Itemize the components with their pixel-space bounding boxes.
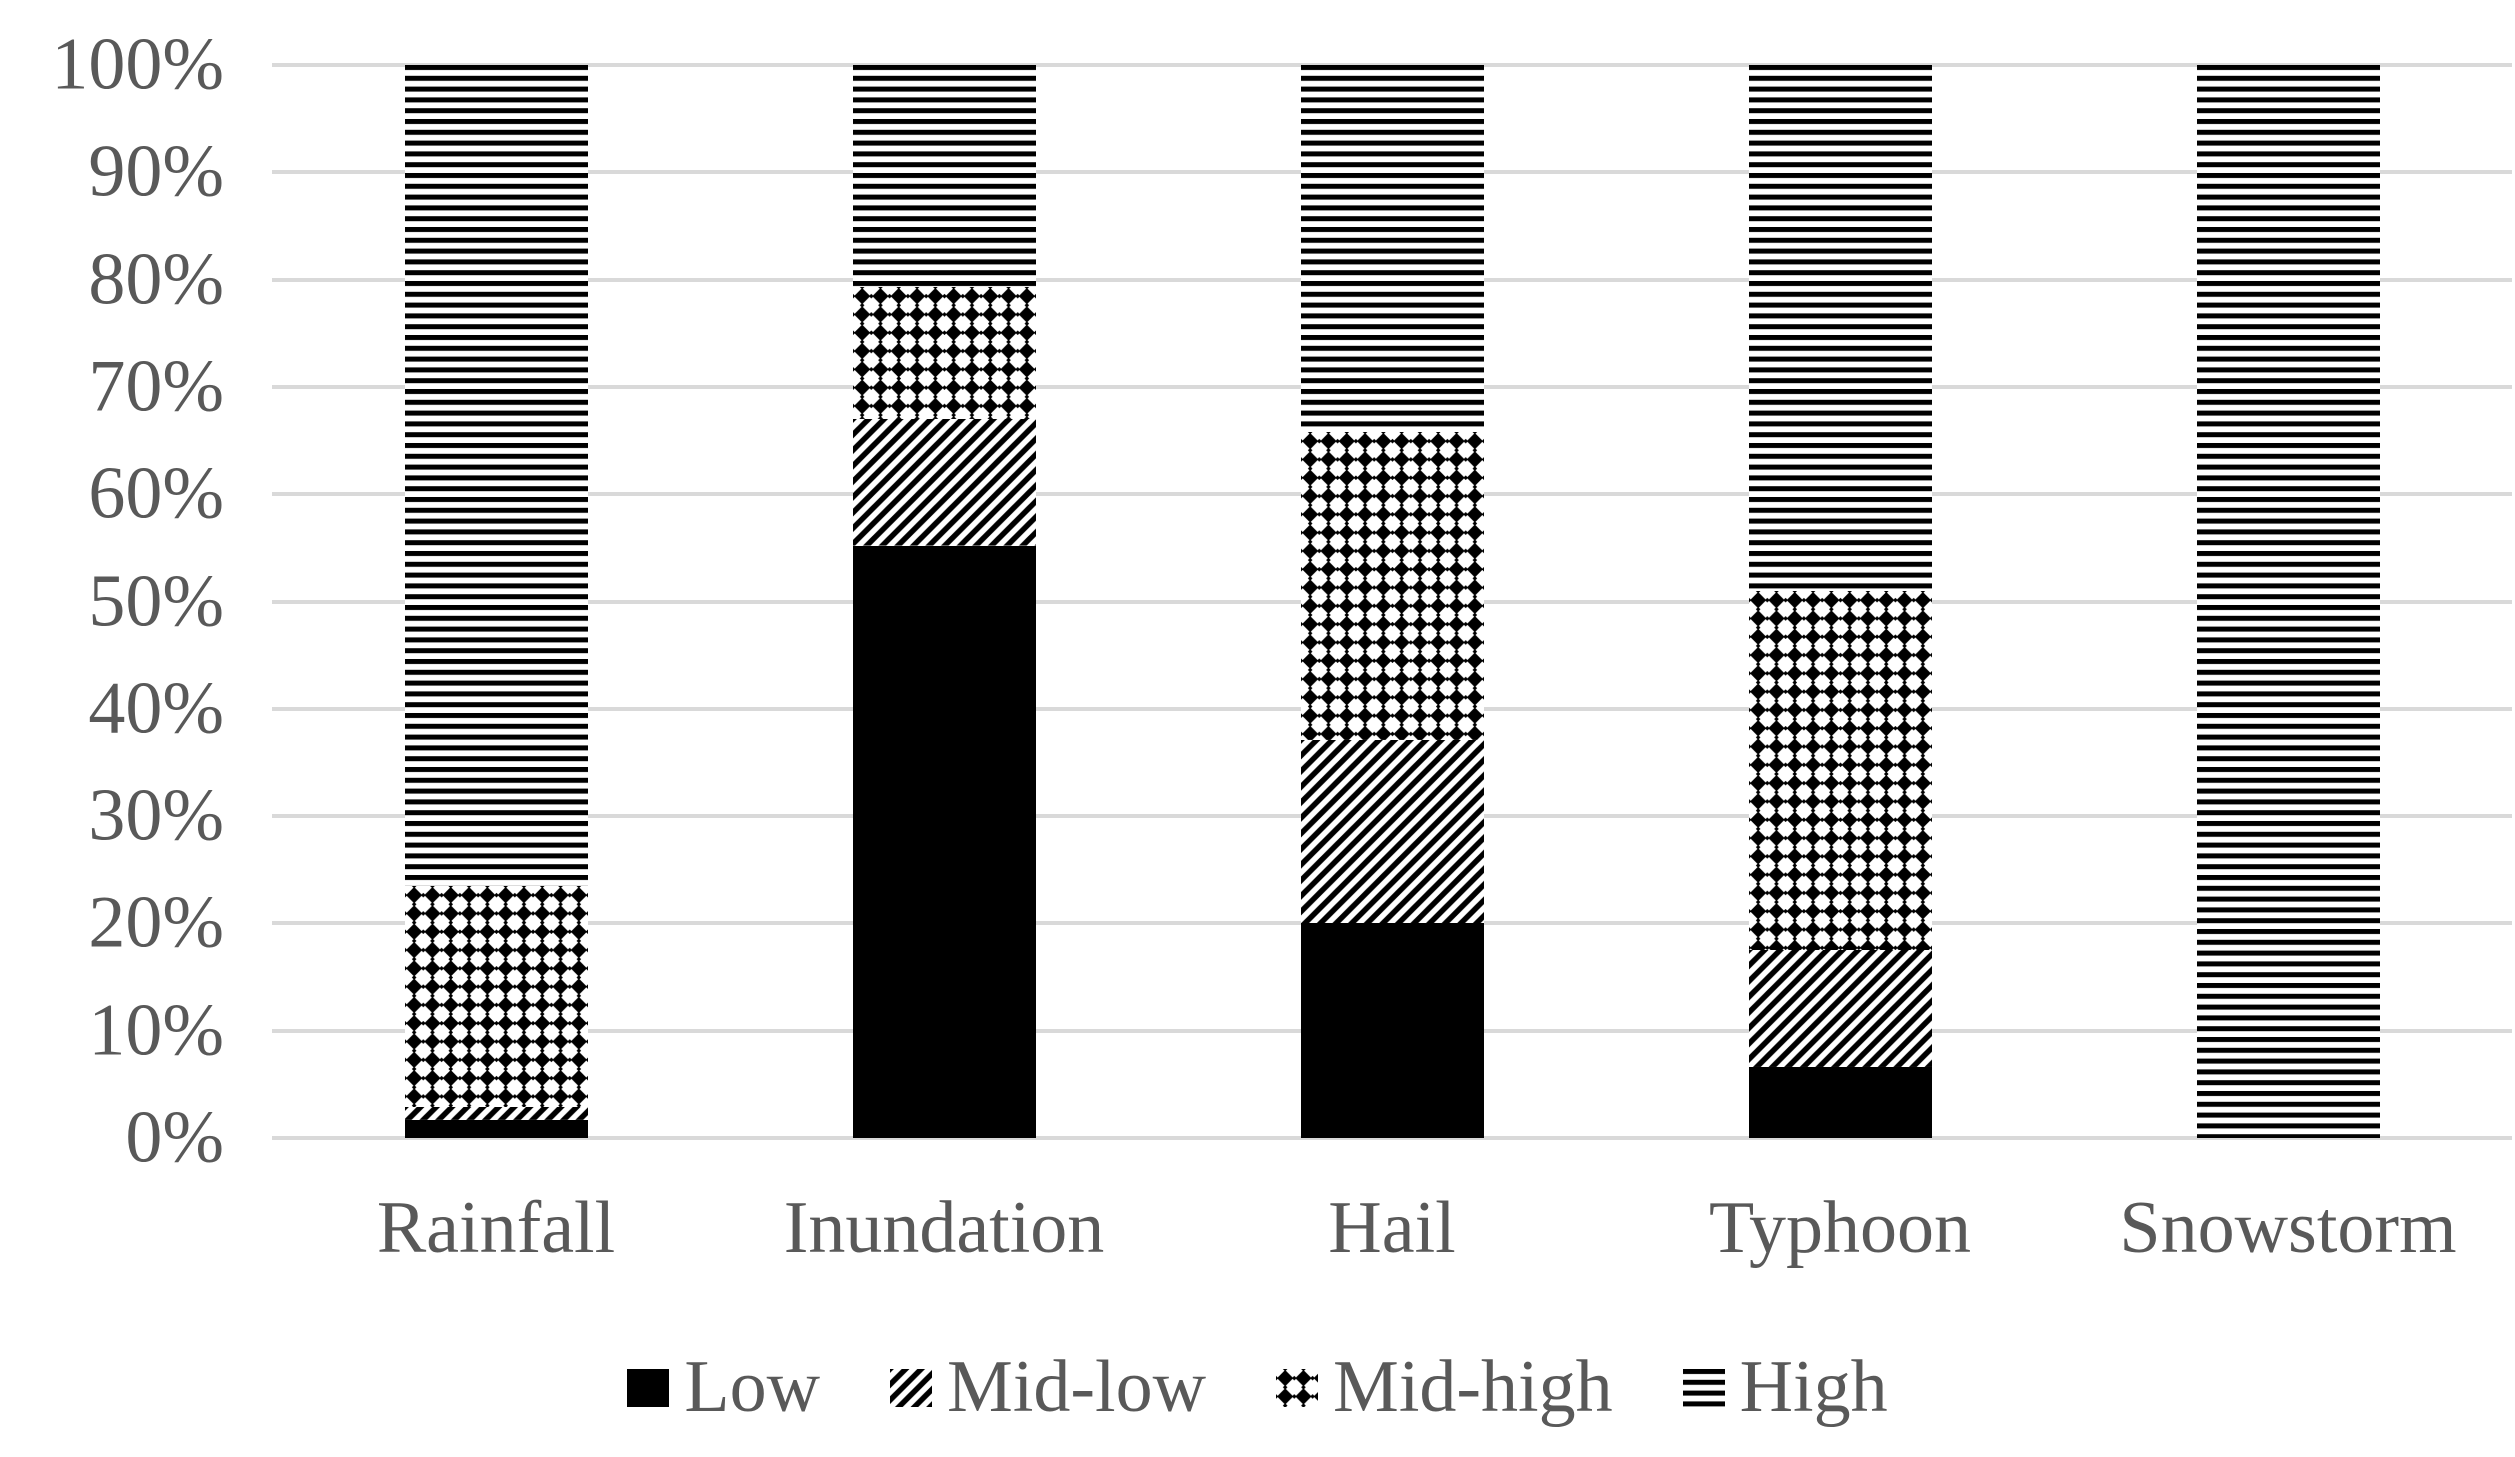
bar-segment-hail-mid-low [1300,739,1484,924]
legend-marker-diamond-grid-icon [1276,1368,1319,1407]
bar-segment-rainfall-high [404,65,588,886]
legend-label: Mid-high [1333,1346,1613,1428]
bar-segment-typhoon-low [1748,1067,1932,1138]
y-tick-label: 20% [88,881,224,964]
chart-legend: Low Mid-low Mid-high High [0,1345,2515,1430]
bar-segment-typhoon-mid-low [1748,950,1932,1068]
bar-segment-rainfall-low [404,1119,588,1138]
legend-label: High [1739,1346,1888,1428]
bar-segment-rainfall-mid-low [404,1106,588,1120]
legend-item-low: Low [627,1345,820,1430]
y-tick-label: 10% [88,989,224,1072]
x-category-label-snowstorm: Snowstorm [2119,1187,2457,1269]
legend-item-mid-high: Mid-high [1276,1345,1613,1430]
plot-area [272,65,2512,1138]
bar-rainfall [404,65,588,1138]
x-category-label-typhoon: Typhoon [1708,1187,1972,1269]
bar-inundation [852,65,1036,1138]
bar-typhoon [1748,65,1932,1138]
bar-hail [1300,65,1484,1138]
bar-segment-inundation-mid-high [852,287,1036,420]
y-axis-tick-labels: 0% 10% 20% 30% 40% 50% 60% 70% 80% 90% 100% [0,24,224,1179]
bar-segment-hail-high [1300,65,1484,432]
bar-segment-hail-mid-high [1300,432,1484,740]
gridline-100 [272,63,2512,67]
legend-marker-diagonal-hatch-icon [890,1368,933,1407]
y-tick-label: 60% [88,452,224,535]
legend-item-mid-low: Mid-low [890,1345,1206,1430]
bar-segment-typhoon-high [1748,65,1932,591]
bar-segment-inundation-high [852,65,1036,288]
legend-item-high: High [1682,1345,1888,1430]
x-category-label-hail: Hail [1328,1187,1456,1269]
bar-segment-snowstorm-high [2196,65,2380,1138]
x-category-label-inundation: Inundation [783,1187,1105,1269]
x-axis-category-labels: Rainfall Inundation Hail Typhoon Snowstorm [272,1186,2512,1271]
legend-marker-horizontal-stripes-icon [1682,1368,1725,1407]
y-tick-label: 0% [125,1096,224,1179]
bar-segment-hail-low [1300,923,1484,1138]
y-tick-label: 90% [88,130,224,213]
x-category-label-rainfall: Rainfall [376,1187,616,1269]
bar-segment-inundation-mid-low [852,419,1036,546]
bar-segment-typhoon-mid-high [1748,590,1932,951]
legend-label: Mid-low [947,1346,1207,1428]
bar-snowstorm [2196,65,2380,1138]
y-tick-label: 50% [88,560,224,642]
bar-segment-inundation-low [852,545,1036,1138]
legend-marker-solid-black-icon [627,1368,670,1407]
y-tick-label: 100% [51,23,224,106]
y-tick-label: 30% [88,774,224,857]
gridline-0 [272,1136,2512,1140]
legend-label: Low [684,1346,821,1428]
y-tick-label: 40% [88,667,224,750]
y-tick-label: 80% [88,238,224,321]
bar-segment-rainfall-mid-high [404,885,588,1107]
y-tick-label: 70% [88,345,224,428]
